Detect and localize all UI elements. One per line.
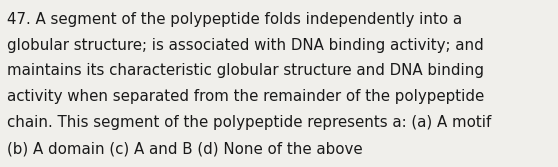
Text: (b) A domain (c) A and B (d) None of the above: (b) A domain (c) A and B (d) None of the… — [7, 141, 362, 156]
Text: chain. This segment of the polypeptide represents a: (a) A motif: chain. This segment of the polypeptide r… — [7, 115, 491, 130]
Text: activity when separated from the remainder of the polypeptide: activity when separated from the remaind… — [7, 89, 484, 104]
Text: maintains its characteristic globular structure and DNA binding: maintains its characteristic globular st… — [7, 63, 484, 78]
Text: globular structure; is associated with DNA binding activity; and: globular structure; is associated with D… — [7, 38, 483, 53]
Text: 47. A segment of the polypeptide folds independently into a: 47. A segment of the polypeptide folds i… — [7, 12, 462, 27]
